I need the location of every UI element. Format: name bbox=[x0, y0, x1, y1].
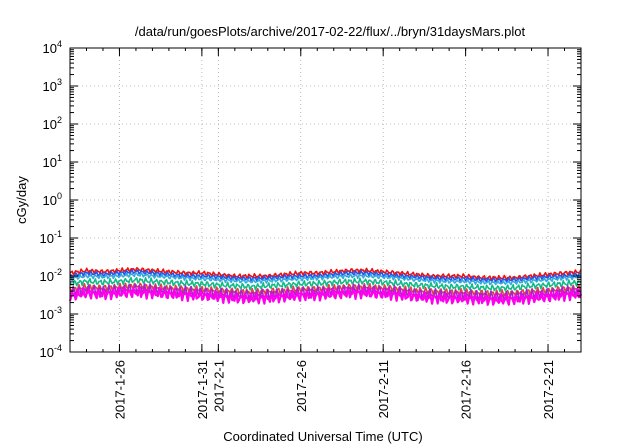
axis-ticks bbox=[69, 47, 582, 353]
y-tick-base: 10 bbox=[40, 231, 54, 246]
y-tick-label: 10-2 bbox=[40, 267, 62, 284]
series-line bbox=[69, 269, 582, 284]
y-tick-label: 101 bbox=[43, 153, 62, 170]
x-tick-label: 2017-1-26 bbox=[112, 360, 127, 419]
y-tick-base: 10 bbox=[43, 117, 57, 132]
chart-title: /data/run/goesPlots/archive/2017-02-22/f… bbox=[135, 24, 526, 39]
x-tick-label: 2017-2-16 bbox=[459, 360, 474, 419]
y-tick-exponent: -1 bbox=[54, 229, 62, 239]
series-line bbox=[69, 272, 582, 286]
x-tick-labels: 2017-1-26 2017-1-31 2017-2-1 2017-2-6 2017-2… bbox=[112, 360, 556, 419]
y-tick-exponent: 2 bbox=[57, 115, 62, 125]
series-line bbox=[69, 276, 582, 293]
y-tick-exponent: -4 bbox=[54, 343, 62, 353]
y-tick-base: 10 bbox=[43, 155, 57, 170]
grid-lines bbox=[70, 48, 581, 352]
x-tick-label: 2017-2-21 bbox=[541, 360, 556, 419]
y-tick-base: 10 bbox=[40, 269, 54, 284]
x-tick-label: 2017-2-6 bbox=[294, 360, 309, 412]
y-tick-base: 10 bbox=[40, 345, 54, 360]
series-line bbox=[68, 286, 583, 306]
x-tick-label: 2017-2-1 bbox=[211, 360, 226, 412]
series-line bbox=[69, 267, 582, 281]
y-tick-label: 10-3 bbox=[40, 305, 62, 322]
y-tick-exponent: -2 bbox=[54, 267, 62, 277]
series-group bbox=[68, 267, 583, 306]
y-tick-base: 10 bbox=[43, 41, 57, 56]
y-tick-exponent: 1 bbox=[57, 153, 62, 163]
y-tick-exponent: 4 bbox=[57, 39, 62, 49]
x-axis-label: Coordinated Universal Time (UTC) bbox=[223, 429, 422, 444]
y-tick-label: 103 bbox=[43, 77, 62, 94]
y-tick-label: 104 bbox=[43, 39, 62, 56]
y-tick-label: 100 bbox=[43, 191, 62, 208]
y-tick-exponent: 0 bbox=[57, 191, 62, 201]
x-tick-label: 2017-2-11 bbox=[376, 360, 391, 418]
y-tick-label: 10-4 bbox=[40, 343, 62, 360]
y-tick-label: 102 bbox=[43, 115, 62, 132]
x-tick-label: 2017-1-31 bbox=[195, 360, 210, 419]
y-tick-base: 10 bbox=[40, 307, 54, 322]
y-tick-exponent: -3 bbox=[54, 305, 62, 315]
y-tick-label: 10-1 bbox=[40, 229, 62, 246]
y-tick-base: 10 bbox=[43, 193, 57, 208]
y-axis-label: cGy/day bbox=[14, 176, 29, 224]
y-tick-exponent: 3 bbox=[57, 77, 62, 87]
y-tick-base: 10 bbox=[43, 79, 57, 94]
